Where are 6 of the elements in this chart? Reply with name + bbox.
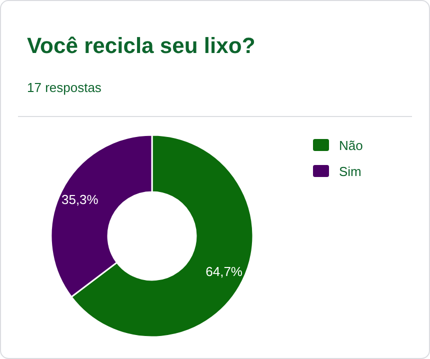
chart-title: Você recicla seu lixo?	[27, 33, 256, 58]
data-label: 64,7%	[206, 264, 243, 279]
legend-label: Sim	[339, 164, 362, 179]
chart-subtitle: 17 respostas	[27, 80, 102, 95]
legend-label: Não	[339, 138, 363, 153]
data-label: 35,3%	[61, 192, 99, 208]
